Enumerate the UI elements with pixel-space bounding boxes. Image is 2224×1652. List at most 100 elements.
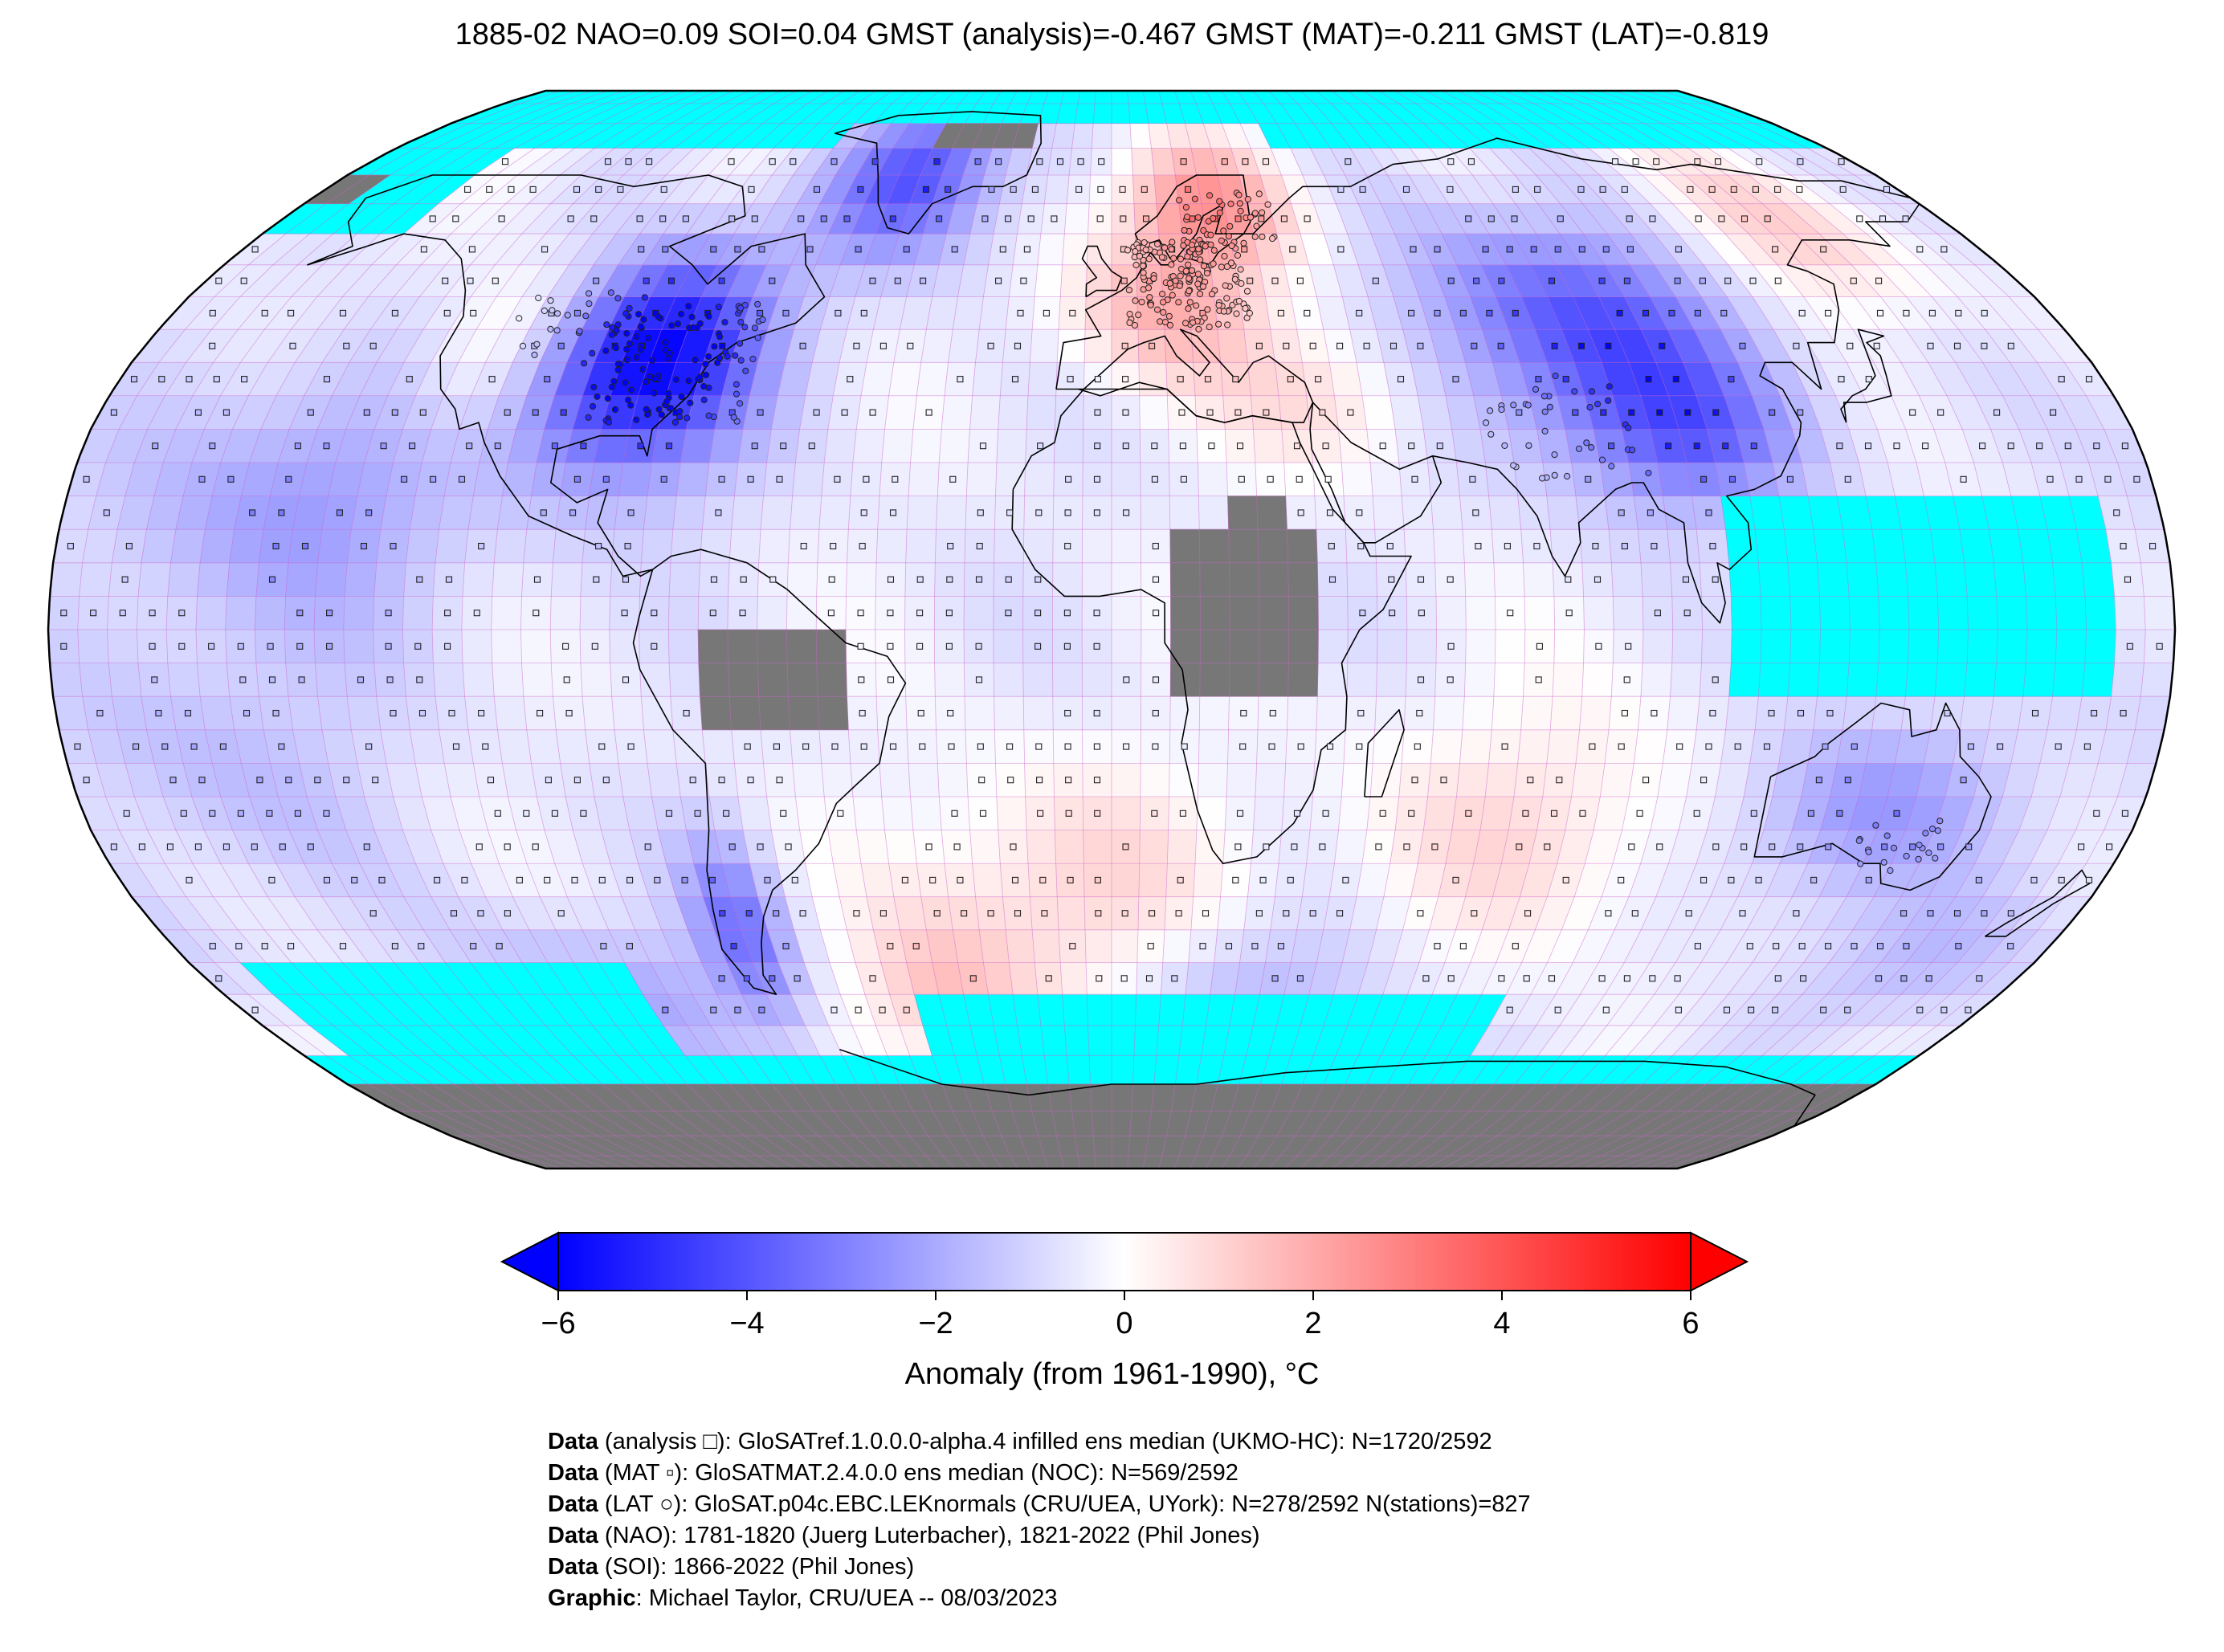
analysis-marker (1628, 409, 1635, 416)
anomaly-cell (881, 796, 914, 830)
analysis-marker (1746, 943, 1753, 950)
anomaly-cell (1871, 695, 1906, 731)
analysis-marker (198, 475, 206, 483)
analysis-marker (813, 409, 820, 416)
analysis-marker (1625, 642, 1632, 650)
analysis-marker (773, 910, 780, 917)
analysis-marker (1389, 342, 1398, 349)
anomaly-cell (618, 763, 652, 797)
station-marker (605, 418, 613, 426)
analysis-marker (1408, 443, 1415, 450)
analysis-marker (1045, 975, 1052, 982)
missing-land-cell (728, 663, 760, 697)
analysis-marker (1724, 277, 1732, 284)
analysis-marker (1953, 910, 1961, 917)
anomaly-cell (786, 562, 818, 597)
analysis-marker (853, 342, 860, 349)
missing-land-cell (758, 695, 790, 731)
analysis-marker (314, 777, 321, 784)
analysis-marker (562, 642, 569, 650)
station-marker (589, 349, 596, 357)
anomaly-cell (1479, 429, 1515, 463)
station-marker (1564, 472, 1571, 480)
analysis-marker (2085, 876, 2093, 883)
anomaly-cell (1056, 896, 1086, 931)
anomaly-cell (439, 496, 474, 530)
analysis-marker (1594, 576, 1602, 583)
analysis-marker (853, 910, 860, 917)
analysis-marker (1434, 943, 1441, 950)
station-marker (662, 339, 669, 346)
analysis-marker (1993, 409, 2001, 416)
station-marker (541, 307, 549, 315)
station-marker (667, 405, 675, 412)
anomaly-cell (1553, 629, 1585, 663)
station-marker (1207, 241, 1214, 248)
analysis-marker (1822, 743, 1829, 750)
station-marker (1487, 430, 1495, 438)
analysis-marker (1535, 676, 1542, 683)
analysis-marker (976, 542, 983, 550)
credit-text: (NAO): 1781-1820 (Juerg Luterbacher), 18… (598, 1523, 1260, 1548)
analysis-marker (494, 810, 501, 817)
analysis-marker (266, 810, 273, 817)
analysis-marker (1909, 843, 1916, 850)
station-marker (737, 400, 744, 407)
analysis-marker (780, 443, 787, 450)
anomaly-cell (1451, 429, 1486, 463)
station-marker (625, 396, 632, 404)
station-marker (1180, 242, 1187, 249)
analysis-marker (1764, 215, 1771, 222)
station-marker (678, 311, 685, 318)
analysis-marker (1268, 743, 1275, 750)
analysis-marker (222, 843, 230, 850)
analysis-marker (1120, 975, 1128, 982)
analysis-marker (1379, 810, 1386, 817)
anomaly-cell (1194, 830, 1226, 864)
analysis-marker (123, 810, 130, 817)
analysis-marker (285, 777, 292, 784)
analysis-marker (494, 443, 501, 450)
anomaly-cell (1317, 629, 1349, 663)
station-marker (1243, 288, 1251, 295)
station-marker (1220, 227, 1227, 235)
analysis-marker (659, 215, 667, 222)
analysis-marker (1098, 158, 1105, 165)
analysis-marker (1628, 843, 1635, 850)
analysis-marker (391, 309, 398, 316)
analysis-marker (487, 777, 495, 784)
missing-land-cell (1071, 1111, 1094, 1136)
station-marker (645, 334, 652, 342)
analysis-marker (1023, 246, 1030, 253)
anomaly-cell (1571, 763, 1606, 797)
analysis-marker (307, 409, 314, 416)
analysis-marker (1772, 1006, 1779, 1014)
anomaly-cell (846, 562, 877, 597)
station-marker (1172, 277, 1179, 284)
station-marker (1125, 287, 1133, 294)
analysis-marker (540, 509, 547, 516)
station-marker (1225, 233, 1233, 240)
analysis-marker (1506, 1006, 1513, 1014)
analysis-marker (1206, 409, 1214, 416)
station-marker (1233, 310, 1240, 317)
map-title: 1885-02 NAO=0.09 SOI=0.04 GMST (analysis… (455, 18, 1769, 51)
anomaly-cell (1549, 695, 1583, 731)
station-marker (633, 416, 640, 423)
no-data-cell (1905, 562, 1938, 597)
analysis-marker (1027, 215, 1034, 222)
station-marker (1551, 451, 1558, 459)
analysis-marker (1356, 309, 1363, 316)
anomaly-cell (1253, 429, 1285, 463)
analysis-marker (1357, 709, 1365, 717)
analysis-marker (757, 843, 764, 850)
anomaly-cell (1052, 663, 1083, 697)
station-marker (614, 366, 622, 373)
station-marker (696, 373, 704, 381)
anomaly-cell (1196, 796, 1227, 830)
analysis-marker (637, 443, 644, 450)
no-data-cell (1842, 528, 1877, 564)
analysis-marker (1925, 975, 1932, 982)
station-marker (737, 319, 745, 326)
analysis-marker (855, 246, 862, 253)
